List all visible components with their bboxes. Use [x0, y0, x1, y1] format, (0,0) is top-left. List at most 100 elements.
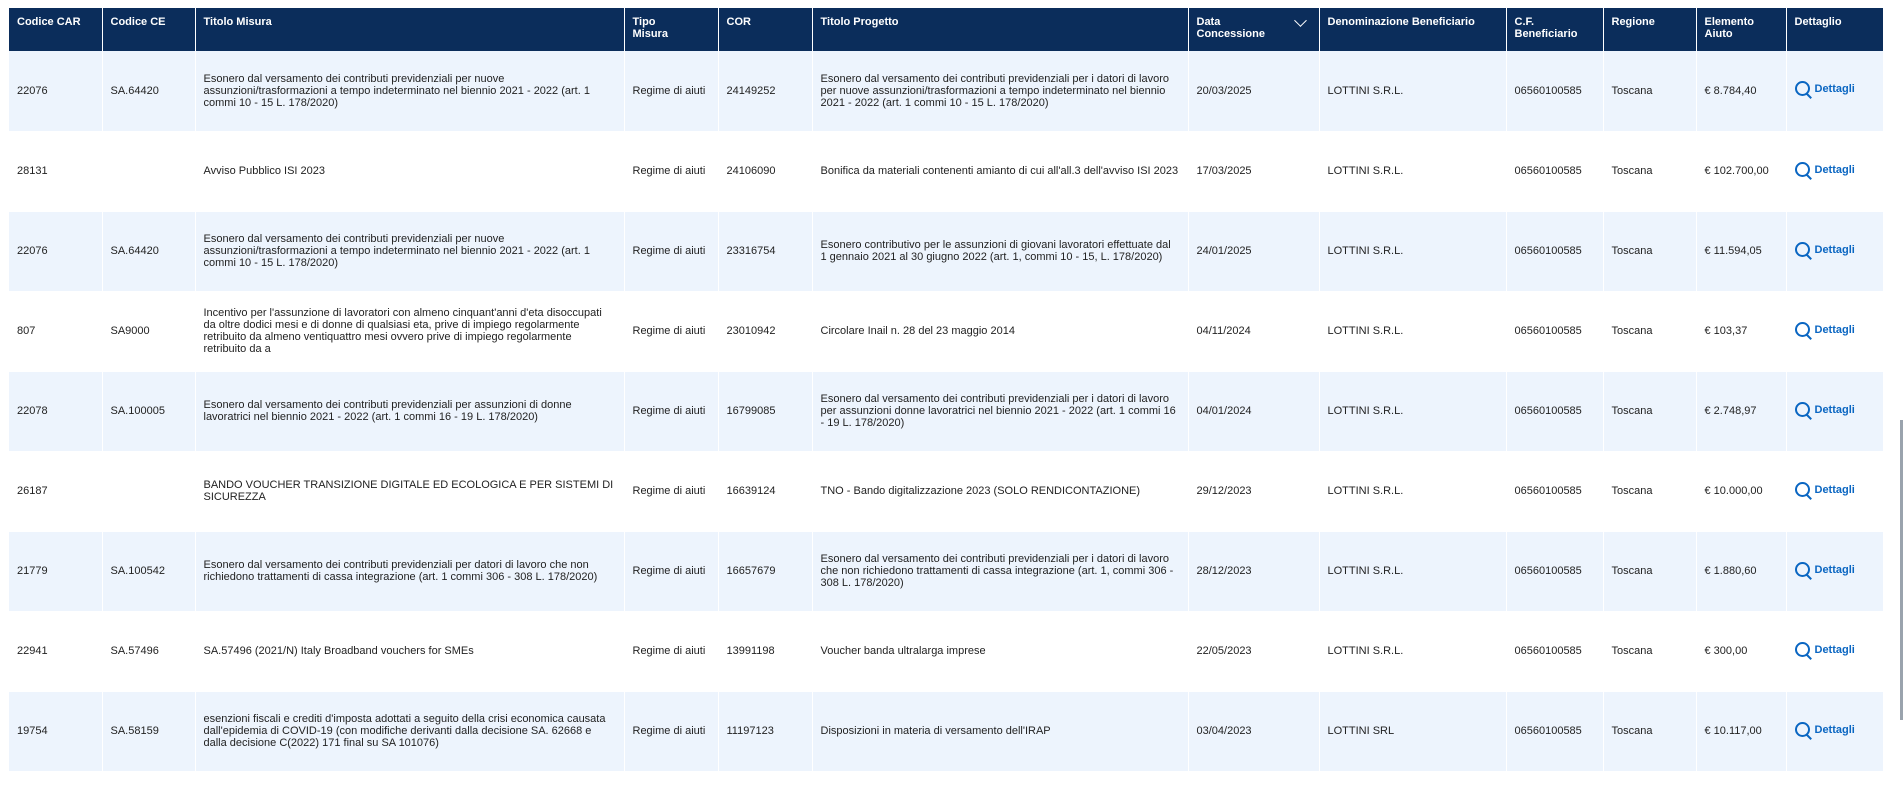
cell-cf: 06560100585: [1506, 51, 1604, 131]
col-header-denominazione: Denominazione Beneficiario: [1319, 8, 1507, 51]
cell-cf: 06560100585: [1506, 371, 1604, 451]
cell-codice-ce: SA.64420: [102, 51, 196, 131]
details-label: Dettagli: [1814, 723, 1855, 736]
search-icon: [1794, 641, 1812, 660]
cell-data-concessione: 20/03/2025: [1188, 51, 1320, 131]
cell-titolo-progetto: Esonero dal versamento dei contributi pr…: [812, 51, 1189, 131]
cell-data-concessione: 17/03/2025: [1188, 131, 1320, 211]
col-header-tipo-misura: Tipo Misura: [624, 8, 719, 51]
cell-dettaglio: Dettagli: [1786, 451, 1883, 531]
cell-codice-car: 22078: [9, 371, 103, 451]
col-header-cor: COR: [718, 8, 813, 51]
vertical-scrollbar[interactable]: [1900, 420, 1903, 720]
cell-cor: 23316754: [718, 211, 813, 291]
col-header-regione: Regione: [1603, 8, 1697, 51]
cell-codice-car: 22941: [9, 611, 103, 691]
cell-cor: 11197123: [718, 691, 813, 771]
cell-titolo-misura: SA.57496 (2021/N) Italy Broadband vouche…: [195, 611, 625, 691]
cell-tipo-misura: Regime di aiuti: [624, 691, 719, 771]
cell-dettaglio: Dettagli: [1786, 531, 1883, 611]
col-header-codice-car: Codice CAR: [9, 8, 103, 51]
col-header-dettaglio: Dettaglio: [1786, 8, 1883, 51]
table-row: 26187 BANDO VOUCHER TRANSIZIONE DIGITALE …: [9, 451, 1883, 531]
col-header-titolo-progetto: Titolo Progetto: [812, 8, 1189, 51]
cell-dettaglio: Dettagli: [1786, 611, 1883, 691]
table-header-row: Codice CAR Codice CE Titolo Misura Tipo …: [9, 8, 1883, 51]
details-link[interactable]: Dettagli: [1794, 241, 1855, 260]
cell-elemento-aiuto: € 10.117,00: [1696, 691, 1787, 771]
table-row: 21779 SA.100542 Esonero dal versamento dei…: [9, 531, 1883, 611]
cell-titolo-progetto: Bonifica da materiali contenenti amianto…: [812, 131, 1189, 211]
cell-regione: Toscana: [1603, 131, 1697, 211]
cell-codice-car: 21779: [9, 531, 103, 611]
cell-dettaglio: Dettagli: [1786, 51, 1883, 131]
details-link[interactable]: Dettagli: [1794, 161, 1855, 180]
cell-codice-ce: [102, 451, 196, 531]
cell-regione: Toscana: [1603, 211, 1697, 291]
cell-cf: 06560100585: [1506, 531, 1604, 611]
cell-regione: Toscana: [1603, 451, 1697, 531]
cell-codice-ce: SA.100542: [102, 531, 196, 611]
cell-regione: Toscana: [1603, 611, 1697, 691]
details-label: Dettagli: [1814, 323, 1855, 336]
details-link[interactable]: Dettagli: [1794, 481, 1855, 500]
cell-codice-car: 22076: [9, 211, 103, 291]
details-link[interactable]: Dettagli: [1794, 561, 1855, 580]
cell-denominazione: LOTTINI S.R.L.: [1319, 51, 1507, 131]
details-label: Dettagli: [1814, 163, 1855, 176]
cell-codice-ce: SA.57496: [102, 611, 196, 691]
search-icon: [1794, 721, 1812, 740]
details-link[interactable]: Dettagli: [1794, 401, 1855, 420]
cell-regione: Toscana: [1603, 531, 1697, 611]
table-row: 22941 SA.57496 SA.57496 (2021/N) Italy Bro…: [9, 611, 1883, 691]
cell-tipo-misura: Regime di aiuti: [624, 531, 719, 611]
cell-regione: Toscana: [1603, 51, 1697, 131]
table-row: 22078 SA.100005 Esonero dal versamento dei…: [9, 371, 1883, 451]
cell-denominazione: LOTTINI S.R.L.: [1319, 131, 1507, 211]
table-row: 19754 SA.58159 esenzioni fiscali e crediti…: [9, 691, 1883, 771]
details-link[interactable]: Dettagli: [1794, 321, 1855, 340]
cell-dettaglio: Dettagli: [1786, 371, 1883, 451]
cell-denominazione: LOTTINI S.R.L.: [1319, 371, 1507, 451]
cell-cf: 06560100585: [1506, 691, 1604, 771]
cell-cf: 06560100585: [1506, 131, 1604, 211]
sort-chevron-down-icon[interactable]: [1293, 14, 1307, 27]
col-header-data-concessione[interactable]: Data Concessione: [1188, 8, 1320, 51]
cell-cor: 16657679: [718, 531, 813, 611]
cell-dettaglio: Dettagli: [1786, 211, 1883, 291]
cell-codice-car: 807: [9, 291, 103, 371]
aid-table: Codice CAR Codice CE Titolo Misura Tipo …: [9, 8, 1883, 772]
cell-titolo-misura: Esonero dal versamento dei contributi pr…: [195, 211, 625, 291]
cell-codice-car: 28131: [9, 131, 103, 211]
cell-titolo-progetto: Disposizioni in materia di versamento de…: [812, 691, 1189, 771]
cell-data-concessione: 22/05/2023: [1188, 611, 1320, 691]
cell-dettaglio: Dettagli: [1786, 691, 1883, 771]
table-row: 22076 SA.64420 Esonero dal versamento dei …: [9, 211, 1883, 291]
cell-tipo-misura: Regime di aiuti: [624, 51, 719, 131]
table-row: 28131 Avviso Pubblico ISI 2023 Regime di a…: [9, 131, 1883, 211]
details-link[interactable]: Dettagli: [1794, 641, 1855, 660]
cell-denominazione: LOTTINI S.R.L.: [1319, 451, 1507, 531]
details-link[interactable]: Dettagli: [1794, 81, 1855, 100]
cell-cor: 24106090: [718, 131, 813, 211]
cell-data-concessione: 29/12/2023: [1188, 451, 1320, 531]
cell-titolo-misura: Esonero dal versamento dei contributi pr…: [195, 371, 625, 451]
cell-elemento-aiuto: € 10.000,00: [1696, 451, 1787, 531]
cell-regione: Toscana: [1603, 691, 1697, 771]
cell-codice-ce: SA9000: [102, 291, 196, 371]
cell-titolo-progetto: TNO - Bando digitalizzazione 2023 (SOLO …: [812, 451, 1189, 531]
col-header-elemento-aiuto: Elemento Aiuto: [1696, 8, 1787, 51]
cell-elemento-aiuto: € 2.748,97: [1696, 371, 1787, 451]
cell-titolo-progetto: Voucher banda ultralarga imprese: [812, 611, 1189, 691]
search-icon: [1794, 481, 1812, 500]
cell-cf: 06560100585: [1506, 611, 1604, 691]
cell-titolo-misura: Esonero dal versamento dei contributi pr…: [195, 51, 625, 131]
cell-titolo-progetto: Circolare Inail n. 28 del 23 maggio 2014: [812, 291, 1189, 371]
details-label: Dettagli: [1814, 243, 1855, 256]
cell-cor: 24149252: [718, 51, 813, 131]
details-link[interactable]: Dettagli: [1794, 721, 1855, 740]
cell-cf: 06560100585: [1506, 211, 1604, 291]
cell-denominazione: LOTTINI S.R.L.: [1319, 611, 1507, 691]
cell-titolo-progetto: Esonero contributivo per le assunzioni d…: [812, 211, 1189, 291]
cell-elemento-aiuto: € 103,37: [1696, 291, 1787, 371]
